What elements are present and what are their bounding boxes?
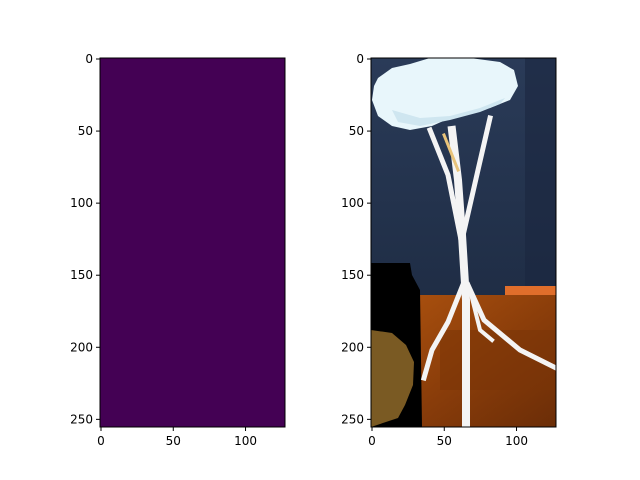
right-y-tick-label: 100 <box>341 196 364 210</box>
left-x-tick-label: 100 <box>234 434 257 448</box>
tree-trunk <box>420 115 556 427</box>
canopy-shade <box>392 98 505 126</box>
left-y-tick-label: 50 <box>78 124 93 138</box>
left-x-tick-label: 0 <box>97 434 105 448</box>
right-y-tick-label: 200 <box>341 340 364 354</box>
right-y-tick-label: 0 <box>356 52 364 66</box>
left-y-ticks: 0 50 100 150 200 250 <box>70 52 100 426</box>
right-x-tick-label: 0 <box>368 434 376 448</box>
right-x-tick-label: 50 <box>437 434 452 448</box>
left-heatmap-image <box>100 58 285 427</box>
right-y-tick-label: 250 <box>341 412 364 426</box>
left-y-tick-label: 200 <box>70 340 93 354</box>
right-y-ticks: 0 50 100 150 200 250 <box>341 52 371 426</box>
right-image <box>371 58 556 427</box>
left-subplot: 0 50 100 0 50 100 150 200 250 <box>70 52 286 448</box>
left-x-ticks: 0 50 100 <box>97 427 257 448</box>
right-y-tick-label: 150 <box>341 268 364 282</box>
left-y-tick-label: 150 <box>70 268 93 282</box>
right-axes-frame <box>370 57 557 428</box>
orange-strip <box>505 286 556 295</box>
left-x-tick-label: 50 <box>166 434 181 448</box>
right-x-ticks: 0 50 100 <box>368 427 528 448</box>
right-subplot: 0 50 100 0 50 100 150 200 250 <box>341 52 557 448</box>
left-y-tick-label: 250 <box>70 412 93 426</box>
left-axes-frame <box>99 57 286 428</box>
left-y-tick-label: 100 <box>70 196 93 210</box>
left-y-tick-label: 0 <box>85 52 93 66</box>
wall-shade <box>525 58 556 298</box>
tree-canopy <box>372 58 518 130</box>
right-x-tick-label: 100 <box>505 434 528 448</box>
shadow-object <box>371 330 414 427</box>
right-y-tick-label: 50 <box>349 124 364 138</box>
